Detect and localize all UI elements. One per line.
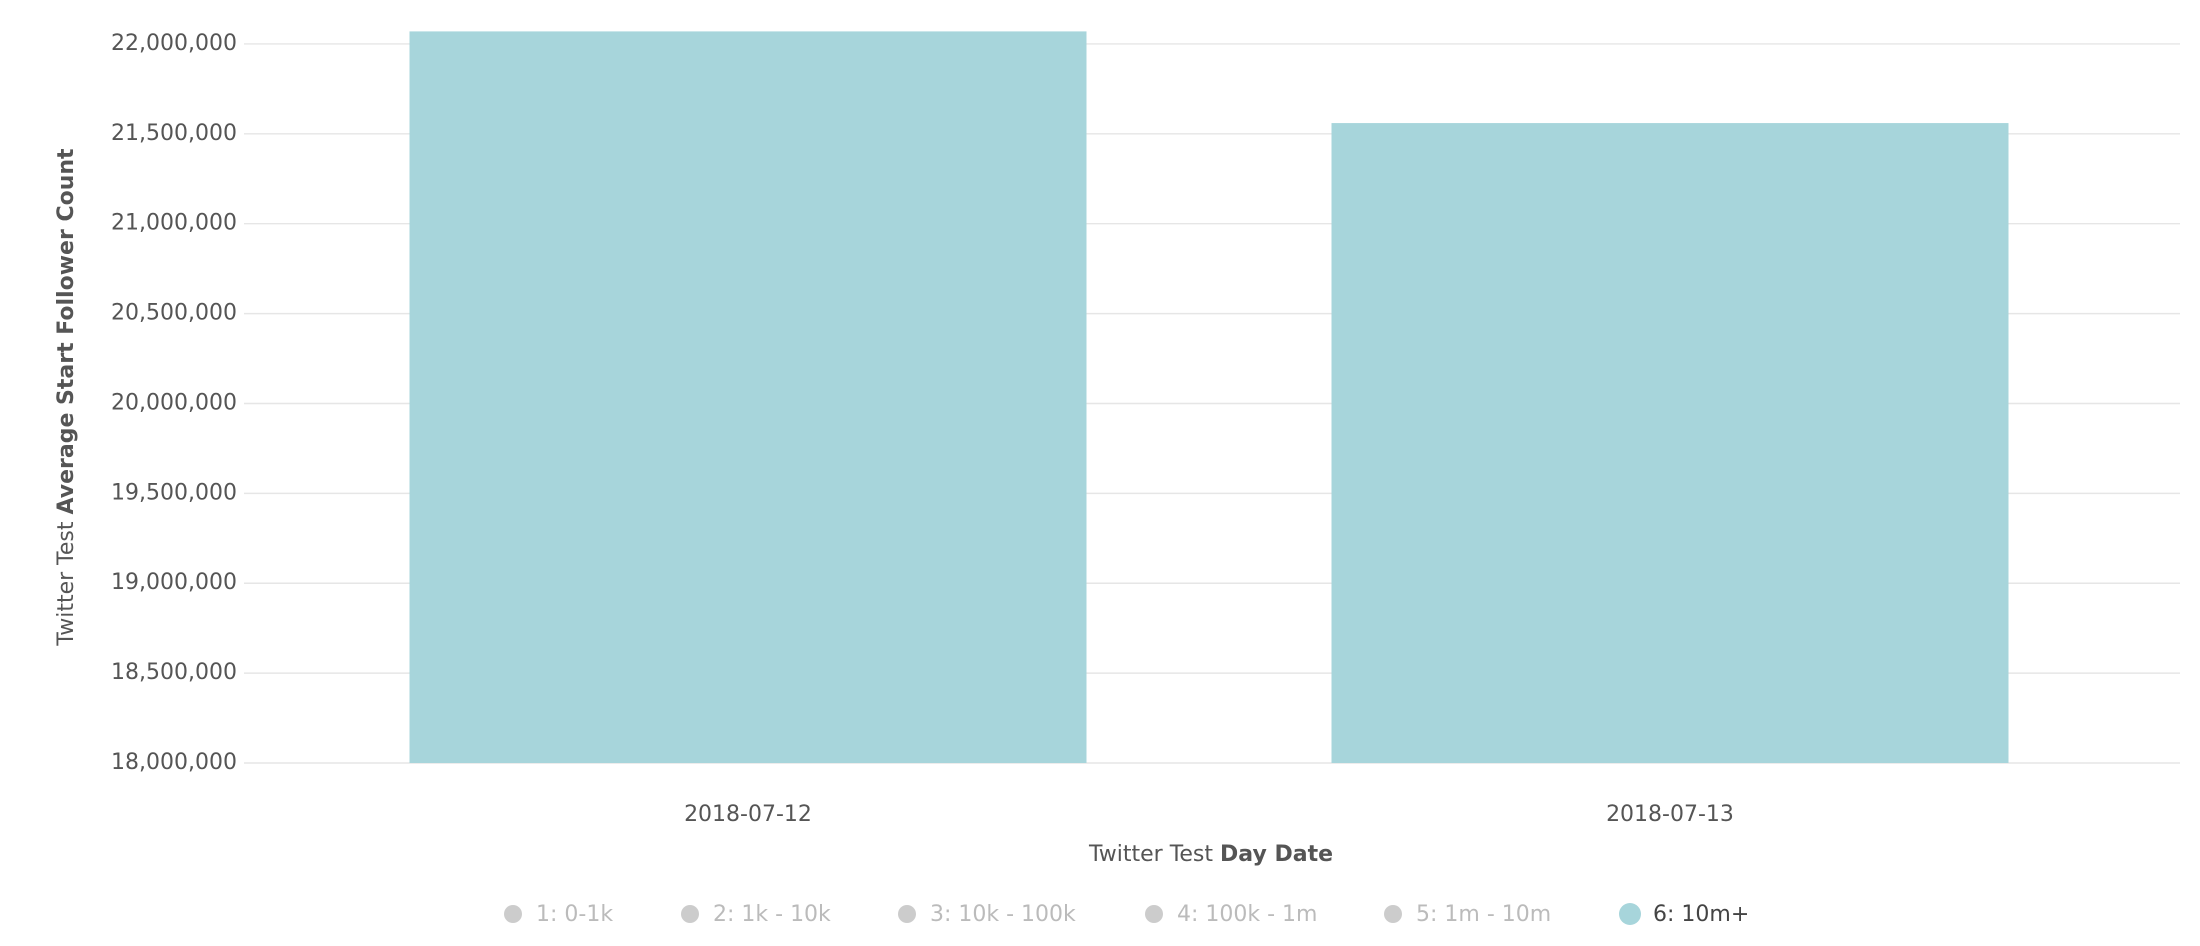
y-axis-title-main: Average Start Follower Count xyxy=(54,148,79,515)
legend-label[interactable]: 5: 1m - 10m xyxy=(1416,902,1551,927)
x-tick-label: 2018-07-13 xyxy=(1606,802,1734,827)
y-axis-title: Twitter Test Average Start Follower Coun… xyxy=(54,148,79,647)
y-tick-label: 18,000,000 xyxy=(111,750,237,775)
x-tick-label: 2018-07-12 xyxy=(684,802,812,827)
legend-marker[interactable] xyxy=(1384,905,1402,923)
legend-label[interactable]: 2: 1k - 10k xyxy=(713,902,831,927)
x-axis-title: Twitter Test Day Date xyxy=(1088,842,1333,867)
y-tick-label: 20,500,000 xyxy=(111,301,237,326)
legend-marker[interactable] xyxy=(1145,905,1163,923)
x-axis-title-prefix: Twitter Test xyxy=(1088,842,1213,867)
legend-marker[interactable] xyxy=(898,905,916,923)
y-tick-label: 18,500,000 xyxy=(111,660,237,685)
y-tick-label: 19,000,000 xyxy=(111,570,237,595)
bar xyxy=(1331,123,2009,763)
x-axis-title-main: Day Date xyxy=(1220,842,1333,867)
y-tick-label: 22,000,000 xyxy=(111,31,237,56)
y-tick-label: 19,500,000 xyxy=(111,480,237,505)
legend-marker[interactable] xyxy=(504,905,522,923)
y-axis-title-prefix: Twitter Test xyxy=(54,521,79,646)
legend-marker[interactable] xyxy=(681,905,699,923)
y-tick-label: 20,000,000 xyxy=(111,390,237,415)
legend-marker[interactable] xyxy=(1619,903,1641,925)
y-tick-label: 21,000,000 xyxy=(111,211,237,236)
y-tick-label: 21,500,000 xyxy=(111,121,237,146)
bar xyxy=(409,31,1087,763)
legend-label[interactable]: 3: 10k - 100k xyxy=(930,902,1076,927)
legend-label[interactable]: 4: 100k - 1m xyxy=(1177,902,1318,927)
legend-label[interactable]: 1: 0-1k xyxy=(536,902,613,927)
legend-label[interactable]: 6: 10m+ xyxy=(1653,902,1749,927)
